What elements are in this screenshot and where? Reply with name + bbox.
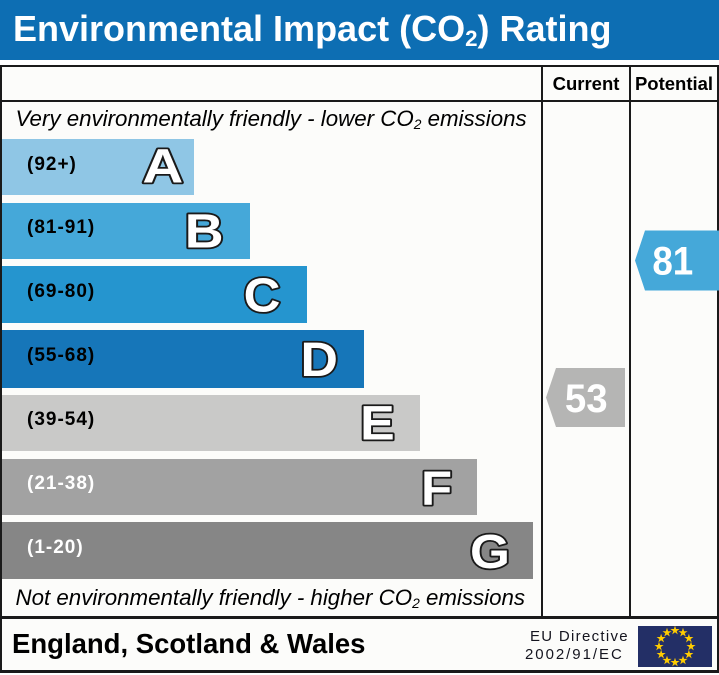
svg-text:D: D [300, 333, 337, 387]
svg-text:81: 81 [652, 239, 693, 284]
svg-text:E: E [360, 396, 395, 450]
svg-text:B: B [185, 204, 224, 258]
svg-text:C: C [244, 269, 281, 322]
svg-text:F: F [421, 462, 452, 515]
svg-text:A: A [142, 139, 183, 193]
svg-text:G: G [470, 524, 510, 578]
svg-text:53: 53 [565, 377, 608, 421]
